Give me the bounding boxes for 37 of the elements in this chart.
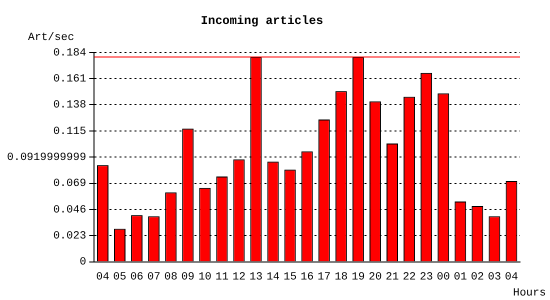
y-tick-label: 0.161 [53,73,87,86]
x-tick-label: 21 [386,271,400,284]
y-tick-label: 0.115 [53,126,86,138]
x-tick-label: 18 [334,271,348,284]
x-tick-label: 03 [488,271,502,284]
x-tick-label: 04 [504,271,518,284]
y-tick-label: 0.023 [53,230,86,243]
x-tick-label: 12 [232,271,246,284]
x-tick-label: 19 [352,271,365,284]
x-tick-label: 15 [283,271,297,284]
x-tick-label: 17 [318,271,331,284]
x-tick-label: 01 [454,271,468,284]
y-tick-label: 0.046 [53,204,86,216]
x-tick-label: 14 [266,271,280,284]
x-tick-label: 00 [436,271,450,284]
y-tick-label: 0.0919999999 [6,152,86,164]
x-tick-label: 09 [181,271,194,284]
x-tick-label: 06 [130,271,144,284]
y-tick-label: 0.184 [53,47,87,60]
x-tick-label: 22 [402,271,416,284]
x-tick-label: 04 [96,271,110,284]
x-tick-label: 11 [215,271,229,284]
x-tick-label: 13 [249,271,263,284]
x-tick-label: 16 [300,271,314,284]
y-axis-title: Art/sec [28,32,74,44]
y-tick-label: 0.069 [53,178,86,190]
x-tick-label: 23 [420,271,433,284]
x-tick-label: 07 [147,271,160,284]
y-tick-label: 0 [80,256,86,269]
x-tick-label: 20 [368,271,382,284]
x-tick-label: 05 [113,271,126,284]
chart-title: Incoming articles [200,14,324,28]
y-tick-label: 0.138 [53,100,86,112]
x-axis-title: Hours [512,287,546,300]
x-tick-label: 02 [470,271,484,284]
x-tick-label: 08 [164,271,178,284]
x-tick-label: 10 [198,271,212,284]
